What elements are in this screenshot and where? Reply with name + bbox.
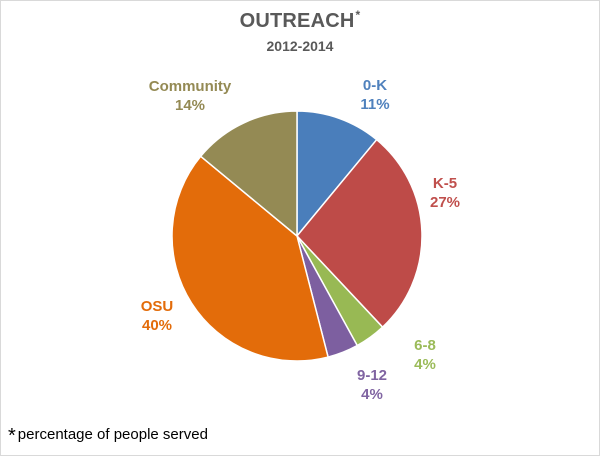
pie-slice-k-5 <box>296 138 423 329</box>
footnote: * percentage of people served <box>8 422 208 447</box>
slice-label-0-k: 0-K <box>363 77 387 94</box>
chart-title-text: OUTREACH <box>239 10 355 32</box>
slice-value-0-k: 11% <box>360 96 389 113</box>
slice-label-6-8: 6-8 <box>414 337 436 354</box>
chart-title: OUTREACH* <box>0 8 600 33</box>
pie-slice-community <box>199 110 298 238</box>
slice-label-9-12: 9-12 <box>357 367 387 384</box>
chart-subtitle: 2012-2014 <box>266 38 334 54</box>
footnote-marker: * <box>8 425 16 447</box>
slice-label-k-5: K-5 <box>433 175 457 192</box>
slice-value-9-12: 4% <box>361 386 383 403</box>
slice-value-k-5: 27% <box>430 194 460 211</box>
slice-value-osu: 40% <box>142 317 172 334</box>
footnote-text: percentage of people served <box>17 426 208 443</box>
title-footnote-marker: * <box>355 8 361 22</box>
slice-value-6-8: 4% <box>414 356 436 373</box>
slice-value-community: 14% <box>175 97 205 114</box>
pie-slice-osu <box>171 155 330 362</box>
pie-slice-0-k <box>296 110 378 239</box>
slice-label-osu: OSU <box>141 298 174 315</box>
slice-label-community: Community <box>149 78 232 95</box>
